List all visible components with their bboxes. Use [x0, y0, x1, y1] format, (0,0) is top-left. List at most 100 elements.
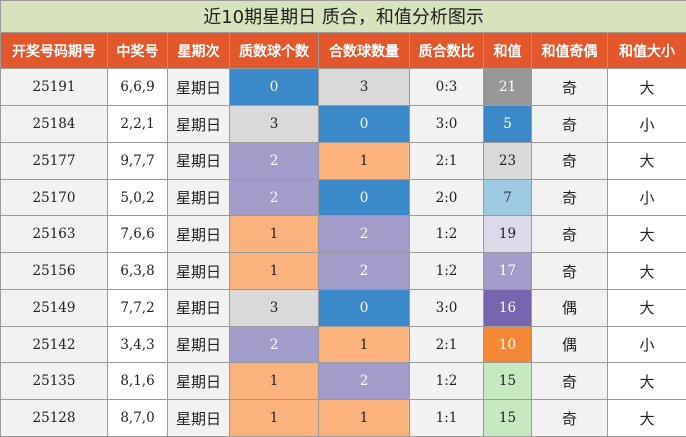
- cell-prime-count: 1: [229, 215, 319, 254]
- cell-size: 小: [606, 105, 686, 143]
- table-row: 25135 8,1,6 星期日 1 2 1:2 15 奇大: [0, 362, 686, 401]
- cell-weekday: 星期日: [167, 362, 230, 401]
- cell-sum: 15: [483, 399, 532, 437]
- cell-numbers: 2,2,1: [107, 105, 168, 143]
- cell-period: 25149: [0, 288, 108, 327]
- cell-period: 25163: [0, 215, 108, 254]
- cell-ratio: 2:1: [409, 325, 484, 364]
- table-row: 25128 8,7,0 星期日 1 1 1:1 15 奇大: [0, 399, 686, 437]
- cell-period: 25184: [0, 105, 108, 143]
- header-numbers: 中奖号: [107, 31, 168, 70]
- page-title: 近10期星期日 质合，和值分析图示: [0, 0, 686, 33]
- table-row: 25142 3,4,3 星期日 2 1 2:1 10 偶小: [0, 325, 686, 364]
- cell-parity: 奇: [531, 362, 608, 401]
- cell-size: 大: [606, 362, 686, 401]
- cell-weekday: 星期日: [167, 141, 230, 180]
- cell-period: 25142: [0, 325, 108, 364]
- cell-parity: 奇: [531, 178, 608, 217]
- cell-parity: 奇: [531, 252, 608, 290]
- cell-period: 25170: [0, 178, 108, 217]
- cell-weekday: 星期日: [167, 178, 230, 217]
- cell-prime-count: 1: [229, 252, 319, 290]
- cell-prime-count: 0: [229, 68, 319, 107]
- cell-size: 大: [606, 288, 686, 327]
- cell-ratio: 1:2: [409, 215, 484, 254]
- cell-weekday: 星期日: [167, 252, 230, 290]
- cell-composite-count: 1: [318, 325, 410, 364]
- cell-composite-count: 0: [318, 105, 410, 143]
- header-row: 开奖号码期号 中奖号 星期次 质数球个数 合数球数量 质合数比 和值 和值奇偶 …: [0, 31, 686, 70]
- cell-period: 25191: [0, 68, 108, 107]
- cell-composite-count: 2: [318, 252, 410, 290]
- table-row: 25184 2,2,1 星期日 3 0 3:0 5 奇小: [0, 105, 686, 143]
- header-period: 开奖号码期号: [0, 31, 108, 70]
- cell-weekday: 星期日: [167, 105, 230, 143]
- cell-sum: 5: [483, 105, 532, 143]
- cell-numbers: 3,4,3: [107, 325, 168, 364]
- header-composite-count: 合数球数量: [318, 31, 410, 70]
- cell-weekday: 星期日: [167, 215, 230, 254]
- cell-composite-count: 2: [318, 362, 410, 401]
- cell-parity: 偶: [531, 325, 608, 364]
- table-row: 25191 6,6,9 星期日 0 3 0:3 21 奇大: [0, 68, 686, 107]
- cell-prime-count: 1: [229, 362, 319, 401]
- cell-parity: 奇: [531, 141, 608, 180]
- cell-composite-count: 0: [318, 288, 410, 327]
- cell-numbers: 5,0,2: [107, 178, 168, 217]
- header-weekday: 星期次: [167, 31, 230, 70]
- header-sum: 和值: [483, 31, 532, 70]
- table-row: 25170 5,0,2 星期日 2 0 2:0 7 奇小: [0, 178, 686, 217]
- cell-period: 25128: [0, 399, 108, 437]
- cell-period: 25135: [0, 362, 108, 401]
- cell-sum: 10: [483, 325, 532, 364]
- cell-composite-count: 3: [318, 68, 410, 107]
- cell-numbers: 8,7,0: [107, 399, 168, 437]
- cell-size: 小: [606, 178, 686, 217]
- cell-composite-count: 1: [318, 141, 410, 180]
- table-row: 25149 7,7,2 星期日 3 0 3:0 16 偶大: [0, 288, 686, 327]
- header-size: 和值大小: [606, 31, 686, 70]
- cell-ratio: 3:0: [409, 105, 484, 143]
- cell-composite-count: 1: [318, 399, 410, 437]
- cell-ratio: 2:1: [409, 141, 484, 180]
- table-row: 25156 6,3,8 星期日 1 2 1:2 17 奇大: [0, 252, 686, 290]
- cell-numbers: 8,1,6: [107, 362, 168, 401]
- cell-sum: 7: [483, 178, 532, 217]
- cell-composite-count: 0: [318, 178, 410, 217]
- cell-sum: 17: [483, 252, 532, 290]
- cell-ratio: 2:0: [409, 178, 484, 217]
- cell-numbers: 7,7,2: [107, 288, 168, 327]
- cell-prime-count: 3: [229, 105, 319, 143]
- cell-size: 大: [606, 68, 686, 107]
- cell-parity: 奇: [531, 399, 608, 437]
- cell-period: 25177: [0, 141, 108, 180]
- cell-ratio: 1:2: [409, 362, 484, 401]
- cell-ratio: 0:3: [409, 68, 484, 107]
- cell-prime-count: 2: [229, 141, 319, 180]
- cell-parity: 偶: [531, 288, 608, 327]
- cell-numbers: 6,3,8: [107, 252, 168, 290]
- cell-period: 25156: [0, 252, 108, 290]
- cell-weekday: 星期日: [167, 288, 230, 327]
- cell-size: 大: [606, 141, 686, 180]
- cell-size: 小: [606, 325, 686, 364]
- cell-weekday: 星期日: [167, 68, 230, 107]
- table-row: 25163 7,6,6 星期日 1 2 1:2 19 奇大: [0, 215, 686, 254]
- cell-size: 大: [606, 215, 686, 254]
- cell-sum: 23: [483, 141, 532, 180]
- cell-size: 大: [606, 399, 686, 437]
- cell-composite-count: 2: [318, 215, 410, 254]
- cell-numbers: 7,6,6: [107, 215, 168, 254]
- cell-parity: 奇: [531, 105, 608, 143]
- cell-numbers: 6,6,9: [107, 68, 168, 107]
- header-prime-count: 质数球个数: [229, 31, 319, 70]
- cell-numbers: 9,7,7: [107, 141, 168, 180]
- cell-ratio: 1:2: [409, 252, 484, 290]
- header-parity: 和值奇偶: [531, 31, 608, 70]
- header-ratio: 质合数比: [409, 31, 484, 70]
- cell-parity: 奇: [531, 68, 608, 107]
- cell-sum: 15: [483, 362, 532, 401]
- cell-sum: 19: [483, 215, 532, 254]
